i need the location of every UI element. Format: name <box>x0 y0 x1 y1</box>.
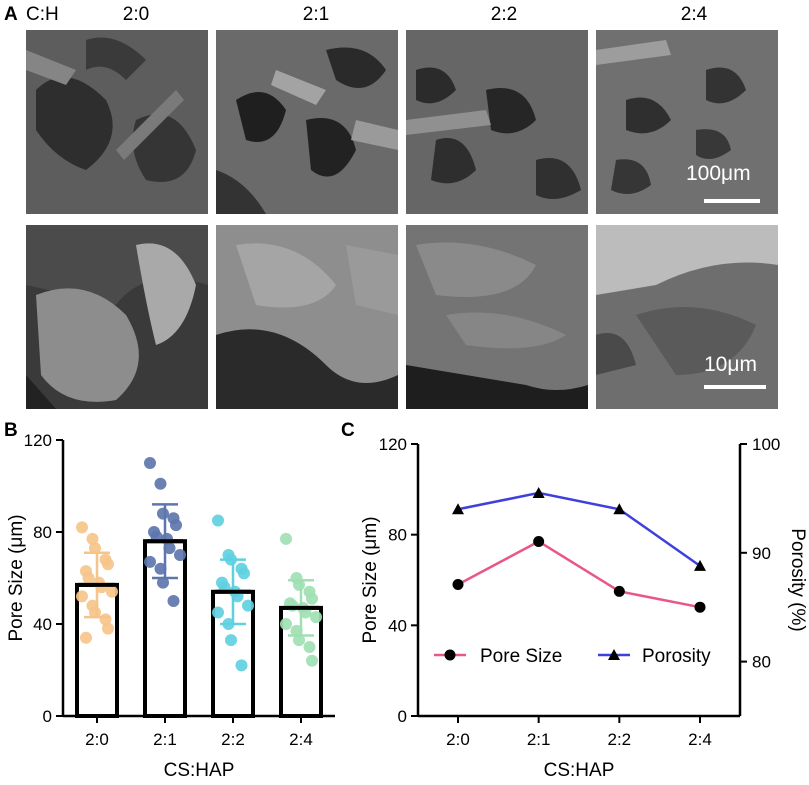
right-y-tick-label: 80 <box>752 653 771 672</box>
data-point <box>154 477 167 490</box>
data-point <box>82 572 95 584</box>
data-point <box>306 654 318 667</box>
data-point <box>163 542 176 555</box>
data-point <box>280 618 292 630</box>
data-point <box>80 631 92 644</box>
scale-bar-100um <box>704 199 760 203</box>
data-point <box>238 567 250 580</box>
data-point <box>144 555 156 568</box>
sem-image-2-4-high-mag: 10μm <box>596 225 778 409</box>
data-point <box>174 549 186 561</box>
data-point <box>154 562 167 575</box>
y-tick-label: 0 <box>43 707 52 726</box>
right-y-tick-label: 100 <box>752 435 780 454</box>
data-point-porosity <box>613 503 626 515</box>
left-y-tick-label: 40 <box>388 616 407 635</box>
x-tick-label: 2:0 <box>85 730 109 749</box>
data-point <box>106 585 118 598</box>
data-point-pore-size <box>613 585 625 597</box>
column-label-2-4: 2:4 <box>680 4 708 25</box>
column-label-2-2: 2:2 <box>490 4 518 25</box>
data-point <box>212 514 224 527</box>
data-point <box>306 592 318 605</box>
column-label-2-1: 2:1 <box>302 4 330 25</box>
data-point <box>212 606 224 619</box>
data-point <box>157 576 169 589</box>
data-point <box>102 558 114 571</box>
data-point <box>157 507 169 520</box>
y-tick-label: 120 <box>24 431 52 450</box>
data-point <box>235 659 248 672</box>
pore-size-porosity-line-chart: 0 40 80 120 80 90 100 2:0 2:1 2:2 2:4 Pore Size Poro… <box>360 435 808 781</box>
data-point-pore-size <box>694 601 706 613</box>
data-point <box>280 532 292 545</box>
sem-image-2-2-low-mag <box>406 30 588 214</box>
series-line-pore-size <box>457 540 701 609</box>
left-y-axis-title: Pore Size (μm) <box>360 516 381 643</box>
sem-image-2-1-high-mag <box>216 225 398 409</box>
x-tick-label: 2:1 <box>153 730 177 749</box>
data-point <box>225 634 237 647</box>
x-tick-label: 2:0 <box>446 730 470 749</box>
data-point-pore-size <box>533 535 545 547</box>
sem-image-2-4-low-mag: 100μm <box>596 30 778 214</box>
data-point-porosity <box>694 559 706 571</box>
panel-a-letter: A <box>4 4 18 25</box>
left-y-tick-label: 0 <box>398 707 407 726</box>
data-point <box>290 624 303 637</box>
data-point <box>144 457 156 469</box>
x-tick-label: 2:1 <box>527 730 551 749</box>
data-point-porosity <box>452 503 464 515</box>
data-point <box>86 532 99 545</box>
data-point <box>76 521 88 534</box>
series-line-porosity <box>457 491 701 567</box>
x-tick-label: 2:2 <box>221 730 245 749</box>
sem-image-2-2-high-mag <box>406 225 588 409</box>
y-tick-label: 80 <box>33 523 52 542</box>
data-point <box>293 634 305 647</box>
data-point-porosity <box>532 486 545 498</box>
sem-image-2-1-low-mag <box>216 30 398 214</box>
x-axis-title: CS:HAP <box>164 760 235 781</box>
x-axis-title: CS:HAP <box>544 760 615 781</box>
data-point <box>76 590 88 603</box>
column-label-2-0: 2:0 <box>122 4 150 25</box>
legend-marker-porosity <box>608 649 620 660</box>
sem-image-2-0-low-mag <box>26 30 208 214</box>
data-point-pore-size <box>452 579 464 591</box>
data-point <box>242 599 254 612</box>
x-tick-label: 2:2 <box>608 730 632 749</box>
legend-label-pore-size: Pore Size <box>480 646 562 667</box>
scale-bar-label-100um: 100μm <box>686 162 751 185</box>
data-point <box>102 622 114 635</box>
x-tick-label: 2:4 <box>289 730 313 749</box>
panel-c-letter: C <box>341 420 355 441</box>
right-y-axis-title: Porosity (%) <box>787 528 808 631</box>
legend-label-porosity: Porosity <box>642 646 711 667</box>
sem-image-2-0-high-mag <box>26 225 208 409</box>
data-point <box>170 519 182 532</box>
data-point <box>167 595 180 607</box>
panel-b-letter: B <box>4 420 18 441</box>
pore-size-bar-chart: 0 40 80 120 2:0 2:1 2:2 2:4 CS:HAP Pore Size (μm) <box>6 431 335 781</box>
left-y-tick-label: 120 <box>379 435 407 454</box>
data-point <box>89 542 101 555</box>
left-y-tick-label: 80 <box>388 526 407 545</box>
y-axis-title: Pore Size (μm) <box>6 514 27 641</box>
x-tick-label: 2:4 <box>688 730 712 749</box>
ratio-label: C:H <box>26 4 59 25</box>
legend-marker-pore-size <box>444 649 456 661</box>
data-point <box>303 641 316 653</box>
y-tick-label: 40 <box>33 615 52 634</box>
right-y-tick-label: 90 <box>752 544 771 563</box>
scale-bar-label-10um: 10μm <box>704 353 757 376</box>
data-point <box>310 611 322 624</box>
scale-bar-10um <box>704 385 766 389</box>
